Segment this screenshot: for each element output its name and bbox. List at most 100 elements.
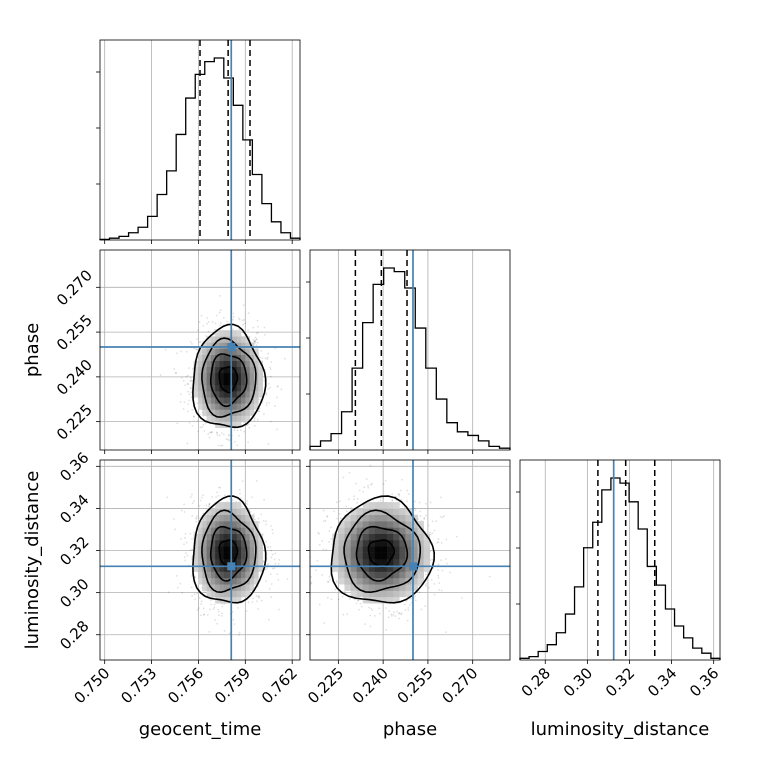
sample-point (270, 556, 273, 559)
sample-point (247, 601, 250, 604)
sample-point (371, 609, 374, 612)
density-cell (362, 577, 370, 585)
density-cell (236, 348, 242, 355)
sample-point (209, 608, 211, 611)
density-cell (374, 514, 382, 522)
sample-point (237, 606, 240, 609)
density-cell (210, 565, 216, 572)
density-cell (232, 514, 238, 522)
sample-point (424, 605, 427, 608)
sample-point (218, 486, 220, 489)
density-cell (405, 558, 412, 566)
sample-point (274, 347, 277, 350)
density-cell (362, 508, 370, 516)
density-cell (206, 403, 212, 410)
sample-point (195, 348, 198, 351)
density-cell (219, 521, 225, 528)
sample-point (200, 603, 202, 605)
density-cell (411, 558, 418, 566)
sample-point (270, 375, 272, 378)
sample-point (204, 422, 207, 425)
density-cell (210, 571, 216, 579)
density-cell (350, 552, 357, 560)
density-cell (232, 360, 238, 368)
density-cell (393, 571, 400, 579)
density-cell (241, 552, 246, 560)
density-cell (202, 385, 207, 392)
density-cell (417, 521, 424, 528)
density-cell (202, 342, 207, 349)
sample-point (261, 357, 264, 360)
sample-point (263, 498, 266, 501)
sample-point (407, 609, 410, 612)
sample-point (263, 326, 266, 329)
sample-point (257, 608, 260, 610)
sample-point (231, 499, 234, 502)
sample-point (218, 311, 221, 314)
density-cell (215, 540, 220, 547)
sample-point (420, 608, 423, 611)
sample-point (399, 489, 402, 492)
density-cell (219, 571, 225, 579)
density-cell (241, 372, 246, 380)
x-tick-label: 0.759 (211, 664, 254, 707)
density-cell (338, 540, 345, 547)
sample-point (341, 595, 344, 598)
density-cell (350, 521, 357, 528)
sample-point (391, 499, 394, 502)
sample-point (204, 452, 206, 454)
sample-point (443, 515, 445, 517)
sample-point (226, 320, 228, 323)
x-tick-label: 0.753 (117, 664, 160, 707)
sample-point (238, 434, 240, 437)
sample-point (255, 479, 258, 482)
density-cell (245, 385, 250, 392)
sample-point (271, 567, 274, 570)
density-cell (387, 527, 394, 534)
sample-point (321, 540, 324, 542)
sample-point (219, 294, 222, 297)
contour-1-sigma (209, 353, 248, 408)
density-cell (206, 391, 212, 398)
sample-point (391, 499, 394, 501)
density-cell (405, 571, 412, 579)
sample-point (368, 606, 371, 609)
density-cell (258, 546, 263, 553)
density-cell (356, 521, 364, 528)
sample-point (265, 520, 267, 523)
density-cell (399, 577, 406, 585)
sample-point (362, 490, 365, 493)
sample-point (260, 513, 263, 516)
density-cell (241, 514, 246, 522)
density-cell (249, 540, 255, 547)
sample-point (180, 537, 183, 540)
sample-point (266, 358, 269, 360)
density-cell (362, 546, 370, 553)
sample-point (425, 502, 427, 505)
sample-point (167, 591, 170, 594)
density-cell (215, 546, 220, 553)
sample-point (267, 443, 270, 445)
density-cell (210, 366, 216, 374)
sample-point (198, 596, 201, 599)
sample-point (276, 573, 279, 576)
density-cell (210, 378, 216, 386)
sample-point (408, 604, 411, 606)
sample-point (254, 342, 256, 344)
sample-point (238, 328, 241, 331)
density-cell (387, 552, 394, 560)
x-tick-label: 0.750 (70, 664, 113, 707)
density-cell (236, 558, 242, 566)
density-cell (356, 565, 364, 572)
sample-point (186, 382, 189, 385)
sample-point (424, 573, 427, 576)
x-axis-label-luminosity-distance: luminosity_distance (531, 719, 710, 740)
sample-point (238, 633, 241, 636)
density-cell (232, 415, 238, 422)
sample-point (407, 606, 410, 609)
density-cell (197, 571, 203, 579)
density-cell (202, 403, 207, 410)
sample-point (187, 403, 190, 405)
sample-point (253, 424, 256, 427)
density-cell (223, 409, 229, 416)
